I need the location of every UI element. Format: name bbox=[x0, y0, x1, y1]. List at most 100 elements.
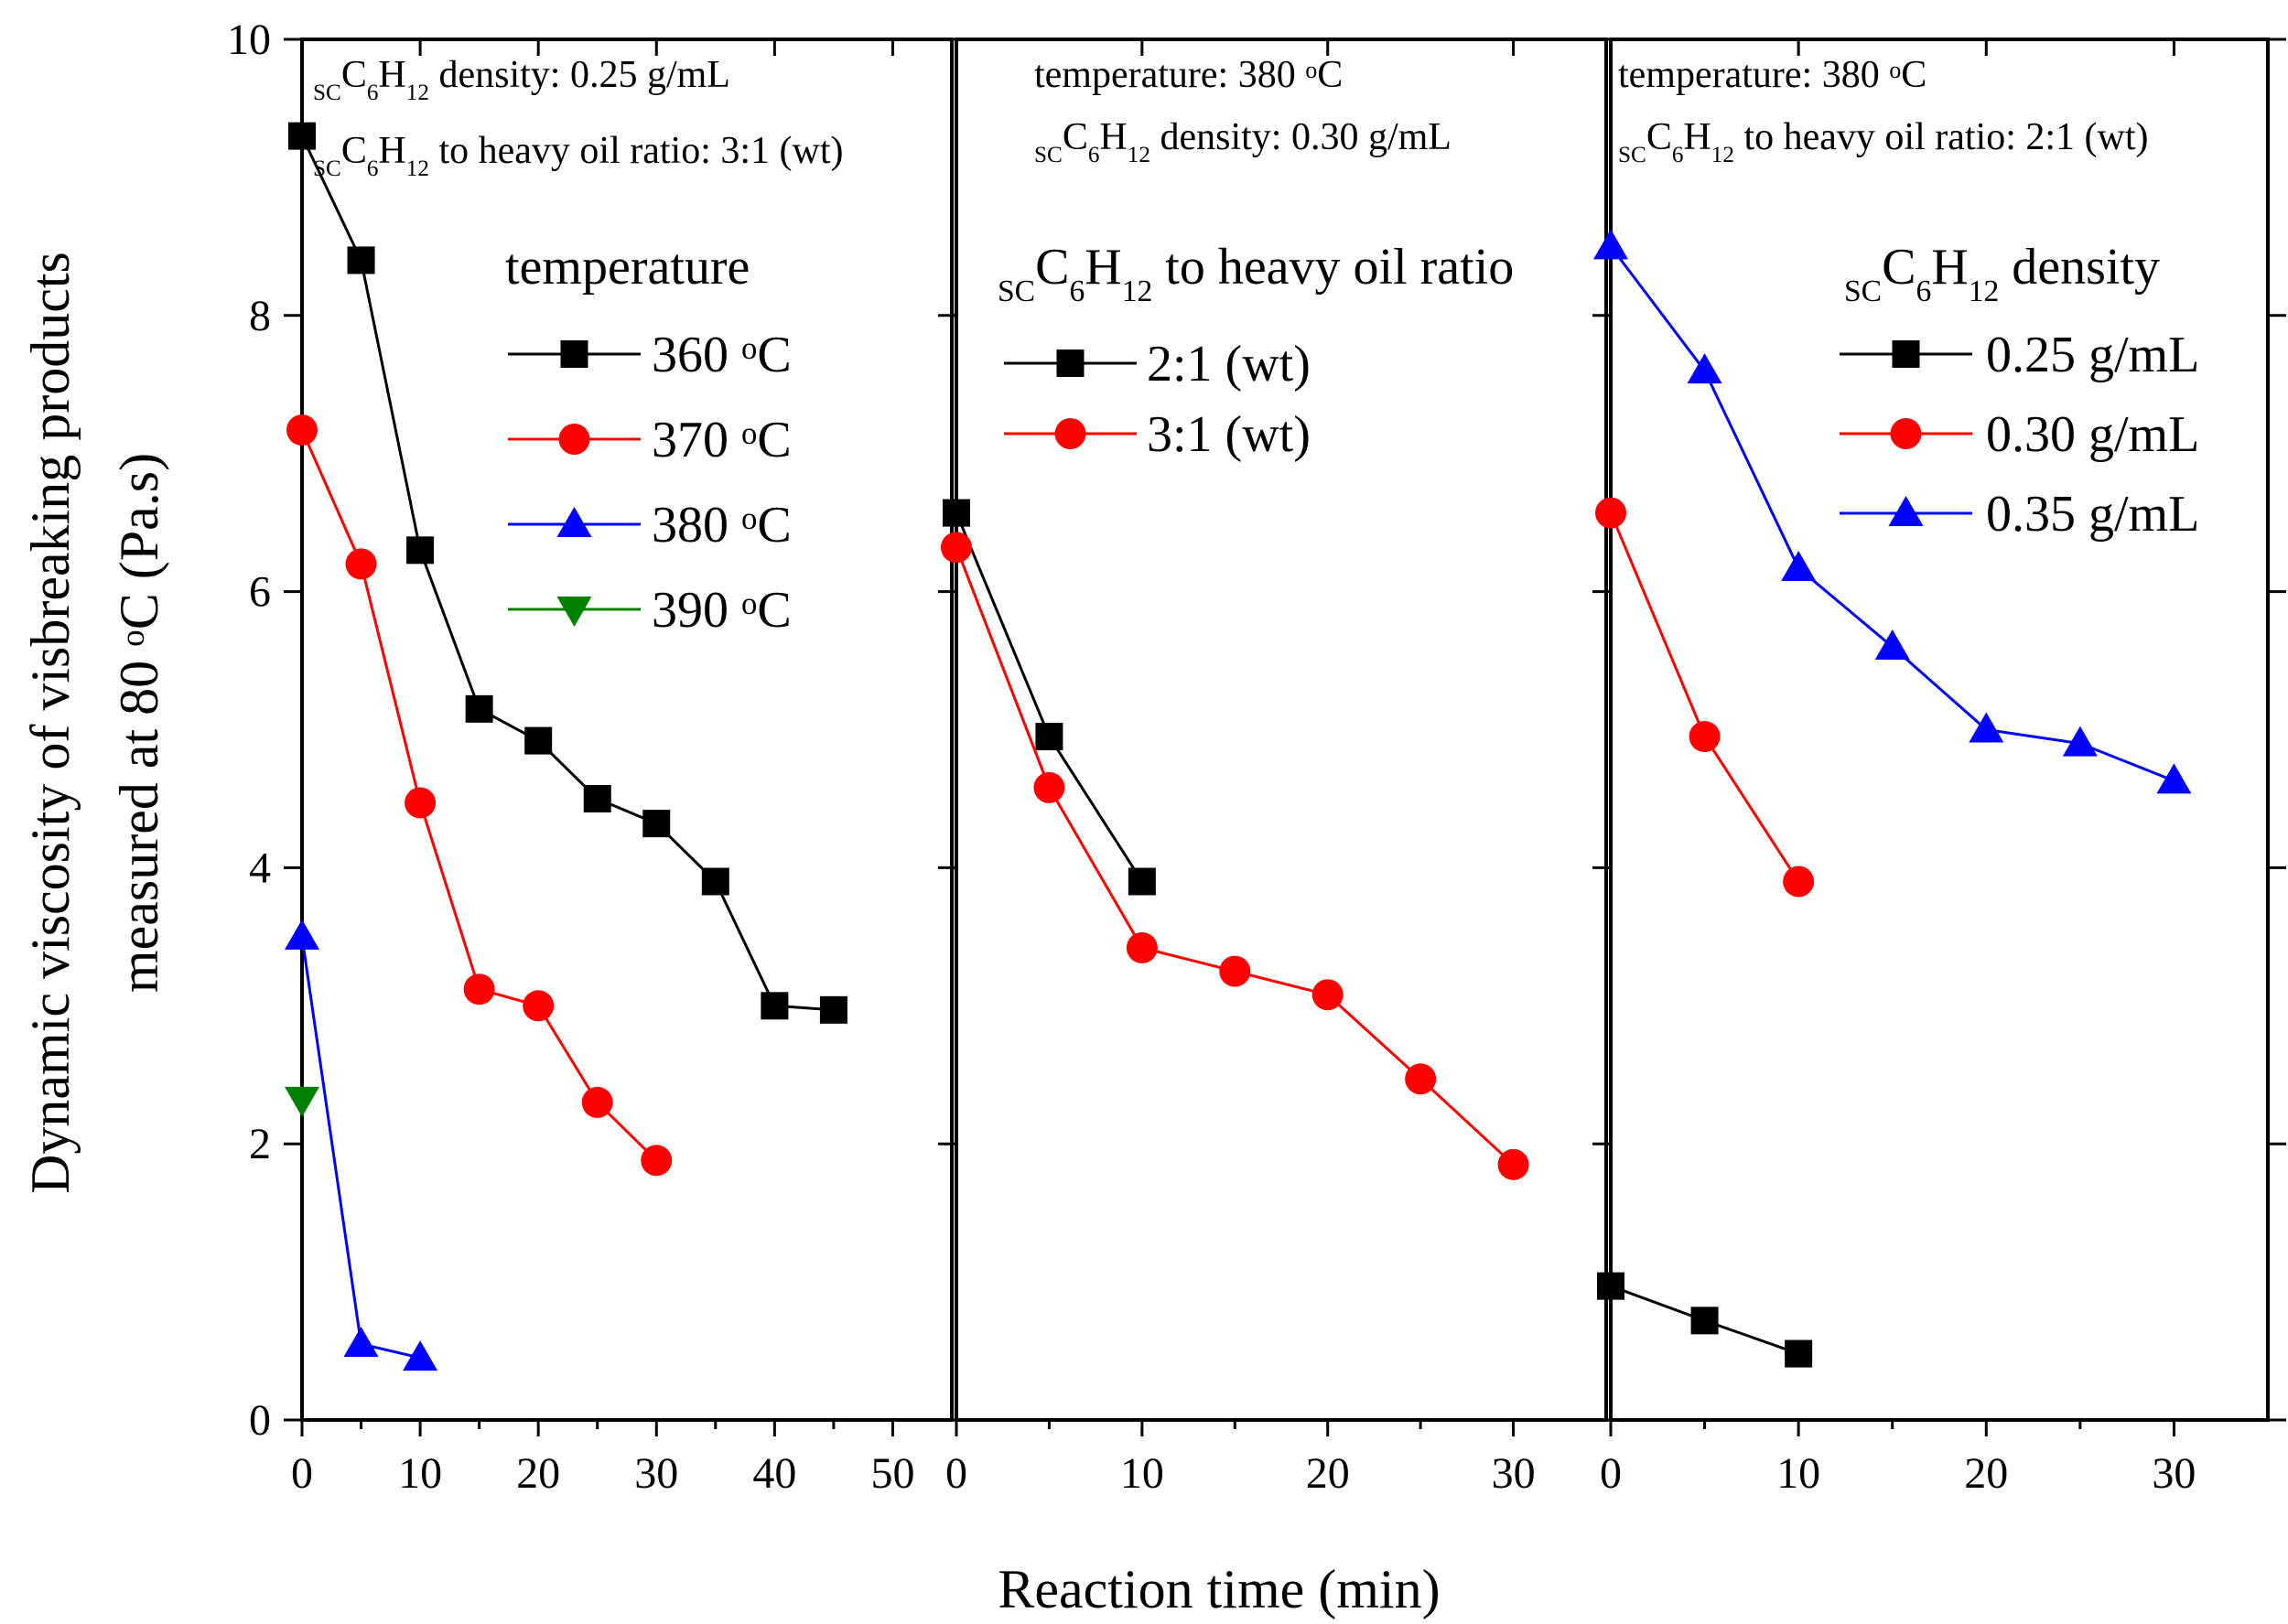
x-tick-label-density: 30 bbox=[2152, 1449, 2196, 1498]
y-tick-label: 4 bbox=[249, 844, 271, 892]
legend-marker-temperature-3 bbox=[556, 597, 592, 627]
annotation-density-0: temperature: 380 oC bbox=[1618, 54, 1926, 96]
data-point-temperature-1 bbox=[641, 1145, 673, 1177]
legend-label-temperature-1: 370 oC bbox=[652, 412, 792, 468]
data-point-density-2 bbox=[1781, 550, 1817, 581]
legend-marker-ratio-0 bbox=[1056, 350, 1085, 377]
legend-label-density-2: 0.35 g/mL bbox=[1986, 486, 2199, 543]
data-point-temperature-0 bbox=[347, 246, 375, 274]
annotation-ratio-1: SCC6H12 density: 0.30 g/mL bbox=[1034, 116, 1452, 167]
data-point-density-2 bbox=[2156, 763, 2192, 794]
legend-title-ratio: SCC6H12 to heavy oil ratio bbox=[998, 239, 1514, 308]
data-point-density-0 bbox=[1785, 1339, 1813, 1368]
data-point-ratio-0 bbox=[1035, 723, 1063, 751]
data-point-density-2 bbox=[1687, 353, 1722, 384]
legend-title-temperature: temperature bbox=[505, 239, 750, 296]
data-point-temperature-3 bbox=[285, 1086, 319, 1117]
data-point-temperature-1 bbox=[463, 973, 495, 1006]
data-point-ratio-1 bbox=[1405, 1063, 1437, 1095]
data-point-ratio-1 bbox=[1033, 771, 1065, 803]
series-line-ratio-0 bbox=[955, 512, 1144, 883]
data-point-density-1 bbox=[1783, 866, 1815, 898]
series-line-temperature-0 bbox=[300, 134, 835, 1012]
data-point-temperature-2 bbox=[343, 1327, 379, 1358]
data-point-density-2 bbox=[1969, 712, 2004, 743]
y-tick-label: 2 bbox=[249, 1120, 271, 1168]
data-point-density-1 bbox=[1689, 721, 1721, 753]
data-point-temperature-0 bbox=[819, 995, 847, 1024]
x-tick-label-temperature: 10 bbox=[398, 1449, 442, 1498]
x-tick-label-temperature: 20 bbox=[516, 1449, 560, 1498]
legend-marker-temperature-2 bbox=[556, 507, 592, 537]
x-tick-label-temperature: 50 bbox=[870, 1449, 914, 1498]
legend-label-temperature-3: 390 oC bbox=[652, 582, 792, 639]
y-axis-title-line-1: Dynamic viscosity of visbreaking product… bbox=[20, 252, 81, 1194]
x-tick-label-temperature: 30 bbox=[634, 1449, 678, 1498]
legend-label-density-1: 0.30 g/mL bbox=[1986, 406, 2199, 463]
y-tick-label: 0 bbox=[249, 1396, 271, 1445]
data-point-temperature-0 bbox=[465, 694, 493, 723]
data-point-temperature-1 bbox=[405, 787, 437, 819]
plot-frame bbox=[300, 38, 2270, 1422]
annotation-temperature-1: SCC6H12 to heavy oil ratio: 3:1 (wt) bbox=[313, 130, 844, 181]
legend-marker-temperature-1 bbox=[558, 424, 590, 455]
x-tick-label-temperature: 40 bbox=[752, 1449, 796, 1498]
panel-frame-temperature bbox=[300, 38, 954, 1422]
data-point-temperature-2 bbox=[285, 919, 319, 950]
data-point-ratio-1 bbox=[941, 532, 972, 564]
legend-marker-temperature-0 bbox=[560, 340, 588, 368]
data-point-ratio-1 bbox=[1497, 1148, 1529, 1180]
data-point-ratio-0 bbox=[943, 499, 970, 527]
x-tick-label-ratio: 30 bbox=[1492, 1449, 1536, 1498]
x-tick-label-ratio: 0 bbox=[945, 1449, 967, 1498]
legend-label-ratio-0: 2:1 (wt) bbox=[1147, 336, 1311, 393]
legend-marker-density-0 bbox=[1892, 340, 1920, 368]
data-point-density-0 bbox=[1690, 1307, 1719, 1335]
legends: temperature 360 oC 370 oC 380 oC 390 oC SCC6H… bbox=[505, 239, 2199, 639]
legend-label-ratio-1: 3:1 (wt) bbox=[1147, 406, 1311, 463]
data-point-temperature-0 bbox=[288, 122, 316, 150]
data-point-ratio-0 bbox=[1128, 867, 1156, 896]
x-tick-label-ratio: 20 bbox=[1306, 1449, 1350, 1498]
y-tick-label: 10 bbox=[227, 16, 271, 64]
data-point-density-2 bbox=[2062, 726, 2098, 757]
x-tick-label-ratio: 10 bbox=[1120, 1449, 1164, 1498]
legend-marker-density-1 bbox=[1890, 418, 1922, 449]
data-point-temperature-1 bbox=[581, 1086, 613, 1118]
data-point-temperature-2 bbox=[403, 1340, 438, 1371]
data-point-temperature-1 bbox=[345, 548, 377, 580]
axes: 0 10 20 30 40 50 0 10 20 30 0 10 20 30 0 2 4 6 8 10 bbox=[227, 16, 2286, 1498]
x-tick-label-density: 20 bbox=[1964, 1449, 2008, 1498]
x-tick-label-temperature: 0 bbox=[291, 1449, 313, 1498]
data-point-temperature-1 bbox=[286, 414, 318, 446]
legend-marker-ratio-1 bbox=[1054, 418, 1086, 449]
x-tick-label-density: 10 bbox=[1776, 1449, 1820, 1498]
data-point-density-1 bbox=[1595, 497, 1626, 529]
data-point-temperature-0 bbox=[701, 867, 729, 896]
legend-title-density: SCC6H12 density bbox=[1844, 239, 2160, 308]
data-point-density-2 bbox=[1874, 629, 1910, 660]
data-point-density-2 bbox=[1593, 229, 1628, 260]
data-point-ratio-1 bbox=[1311, 979, 1344, 1011]
data-point-temperature-0 bbox=[524, 726, 553, 755]
data-point-temperature-0 bbox=[642, 810, 671, 838]
annotation-temperature-0: SCC6H12 density: 0.25 g/mL bbox=[313, 54, 730, 105]
annotations: SCC6H12 density: 0.25 g/mL SCC6H12 to hea… bbox=[313, 54, 2149, 181]
x-axis-title: Reaction time (min) bbox=[998, 1559, 1440, 1619]
annotation-density-1: SCC6H12 to heavy oil ratio: 2:1 (wt) bbox=[1618, 116, 2149, 167]
annotation-ratio-0: temperature: 380 oC bbox=[1034, 54, 1343, 96]
data-point-ratio-1 bbox=[1219, 955, 1251, 987]
data-point-ratio-1 bbox=[1126, 931, 1158, 963]
x-tick-label-density: 0 bbox=[1600, 1449, 1622, 1498]
legend-marker-density-2 bbox=[1888, 496, 1924, 526]
legend-label-density-0: 0.25 g/mL bbox=[1986, 327, 2199, 383]
legend-label-temperature-2: 380 oC bbox=[652, 497, 792, 554]
data-point-temperature-0 bbox=[406, 536, 435, 565]
data-point-density-0 bbox=[1597, 1272, 1624, 1300]
y-tick-label: 8 bbox=[249, 292, 271, 340]
series bbox=[285, 122, 2192, 1371]
y-axis-title-line-2: measured at 80 oC (Pa.s) bbox=[109, 453, 169, 993]
y-tick-label: 6 bbox=[249, 568, 271, 617]
series-line-temperature-2 bbox=[300, 936, 421, 1360]
